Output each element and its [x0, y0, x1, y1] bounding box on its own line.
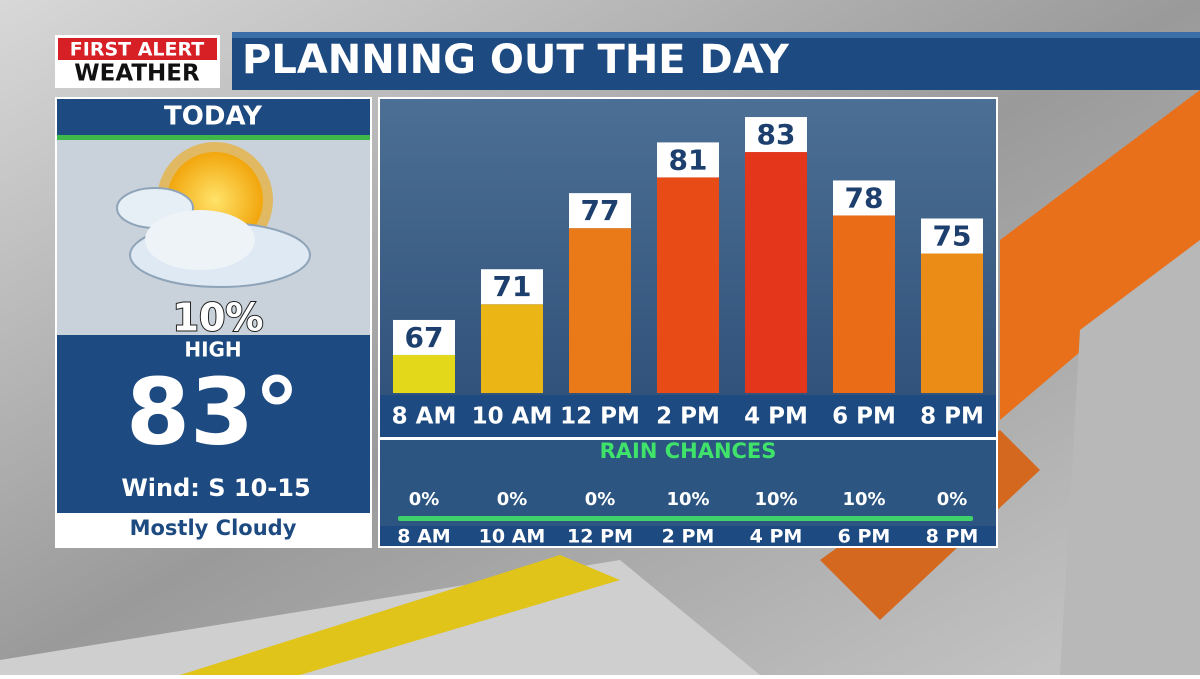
value-label: 75 — [933, 220, 972, 253]
title-bar — [232, 32, 1200, 90]
bar — [921, 253, 983, 393]
bar — [745, 152, 807, 393]
wind: Wind: S 10-15 — [121, 474, 310, 502]
rain-x-label: 4 PM — [750, 526, 803, 548]
value-label: 77 — [581, 194, 620, 227]
rain-value: 0% — [409, 489, 440, 510]
rain-value: 10% — [754, 489, 797, 510]
rain-line — [398, 516, 973, 521]
value-label: 81 — [669, 143, 708, 176]
x-label-band — [380, 395, 996, 437]
value-box — [393, 319, 455, 355]
value-label: 67 — [405, 321, 444, 354]
rain-value: 0% — [585, 489, 616, 510]
title: PLANNING OUT THE DAY — [242, 37, 790, 83]
value-box — [481, 269, 543, 305]
rain-value: 10% — [842, 489, 885, 510]
x-tick-label: 2 PM — [656, 404, 720, 430]
condition: Mostly Cloudy — [130, 516, 297, 540]
bar — [657, 177, 719, 393]
logo-red — [58, 38, 217, 60]
x-tick-label: 12 PM — [560, 404, 640, 430]
bar — [393, 354, 455, 393]
value-label: 71 — [493, 270, 532, 303]
x-tick-label: 8 PM — [920, 404, 984, 430]
x-tick-label: 8 AM — [392, 404, 457, 430]
weather-icon — [116, 142, 311, 288]
logo-line1: FIRST ALERT — [70, 39, 205, 61]
x-tick-label: 4 PM — [744, 404, 808, 430]
value-box — [833, 180, 895, 216]
stripe — [180, 555, 620, 675]
x-tick-label: 6 PM — [832, 404, 896, 430]
bar — [481, 304, 543, 393]
value-box — [921, 218, 983, 254]
rain-value: 0% — [497, 489, 528, 510]
stripe — [1060, 240, 1200, 675]
logo-line2: WEATHER — [74, 61, 200, 87]
value-label: 78 — [845, 181, 884, 214]
today-title: TODAY — [164, 102, 263, 132]
rain-label-band — [380, 526, 996, 546]
rain-x-label: 8 PM — [926, 526, 979, 548]
today-accent — [57, 135, 370, 140]
rain-x-label: 8 AM — [397, 526, 450, 548]
x-tick-label: 10 AM — [472, 404, 553, 430]
high-temp: 83° — [126, 358, 300, 465]
value-box — [745, 117, 807, 153]
today-header — [57, 99, 370, 135]
rain-value: 0% — [937, 489, 968, 510]
high-label: HIGH — [184, 338, 241, 362]
rain-x-label: 12 PM — [567, 526, 633, 548]
value-label: 83 — [757, 118, 796, 151]
rain-x-label: 6 PM — [838, 526, 891, 548]
title-bar-edge — [232, 32, 1200, 38]
bar — [833, 215, 895, 393]
high-area — [57, 335, 370, 513]
bar — [569, 228, 631, 393]
rain-title: RAIN CHANCES — [600, 439, 777, 463]
rain-x-label: 10 AM — [479, 526, 546, 548]
rain-value: 10% — [666, 489, 709, 510]
stripe — [1000, 90, 1200, 420]
value-box — [569, 193, 631, 229]
value-box — [657, 142, 719, 178]
rain-chance: 10% — [173, 296, 264, 340]
rain-x-label: 2 PM — [662, 526, 715, 548]
